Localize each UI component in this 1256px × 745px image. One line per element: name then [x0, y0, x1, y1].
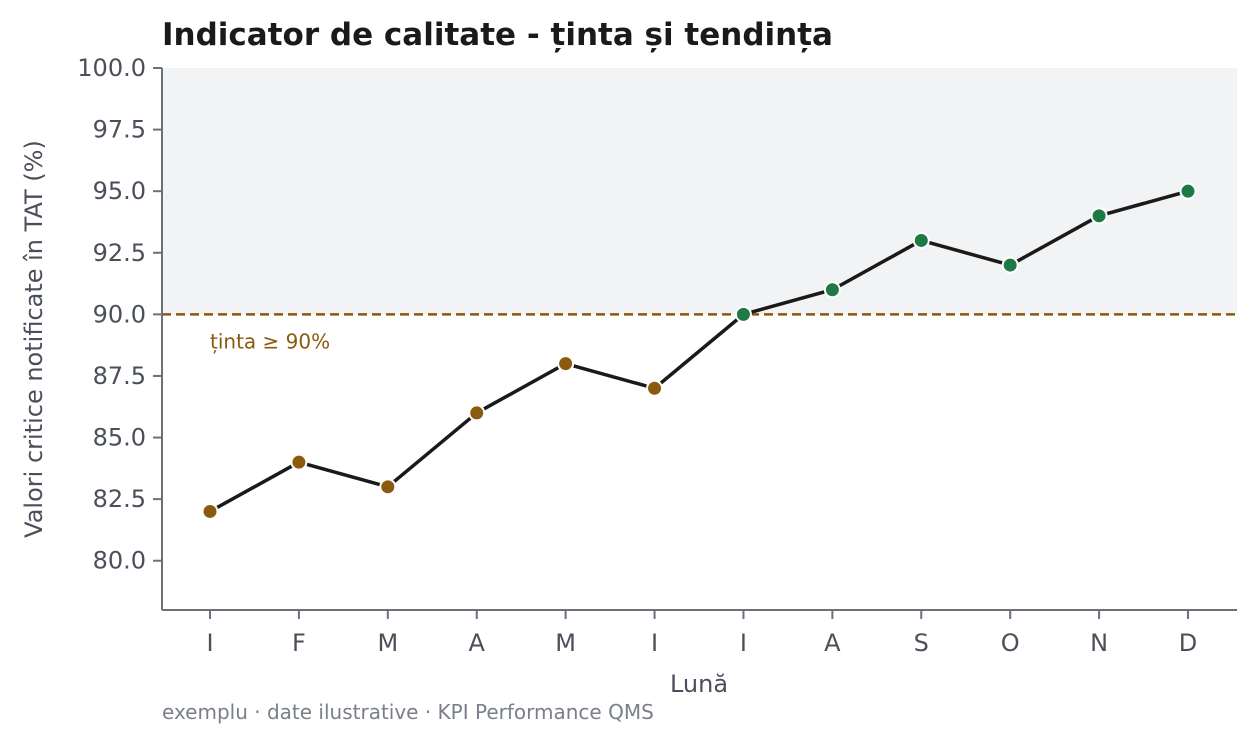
y-tick-label: 87.5 — [93, 362, 146, 390]
x-tick-label: I — [740, 629, 747, 657]
data-point — [912, 231, 930, 249]
x-tick-label: I — [206, 629, 213, 657]
data-points — [201, 182, 1197, 520]
data-point — [1179, 182, 1197, 200]
x-tick-label: O — [1001, 629, 1020, 657]
x-tick-label: F — [292, 629, 306, 657]
y-tick-label: 95.0 — [93, 177, 146, 205]
x-tick-label: A — [469, 629, 486, 657]
x-tick-label: D — [1179, 629, 1197, 657]
x-tick-label: M — [555, 629, 576, 657]
chart-title: Indicator de calitate - ținta și tendinț… — [162, 17, 833, 53]
x-tick-label: S — [914, 629, 929, 657]
data-point — [823, 281, 841, 299]
data-point — [201, 502, 219, 520]
footnote: exemplu · date ilustrative · KPI Perform… — [162, 700, 654, 724]
x-tick-label: A — [824, 629, 841, 657]
data-point — [468, 404, 486, 422]
target-label: ținta ≥ 90% — [210, 329, 330, 353]
x-tick-label: M — [377, 629, 398, 657]
y-axis-label: Valori critice notificate în TAT (%) — [20, 140, 48, 538]
x-tick-label: I — [651, 629, 658, 657]
target-zone — [162, 68, 1237, 315]
y-tick-label: 92.5 — [93, 239, 146, 267]
x-tick-label: N — [1090, 629, 1108, 657]
x-axis-label: Lună — [670, 670, 728, 698]
y-tick-label: 85.0 — [93, 424, 146, 452]
y-axis-ticks: 80.0 82.5 85.0 87.5 90.0 92.5 95.0 97.5 100.0 — [77, 54, 162, 575]
data-point — [1001, 256, 1019, 274]
y-tick-label: 100.0 — [77, 54, 146, 82]
series-line — [209, 189, 1189, 513]
data-point — [379, 478, 397, 496]
data-point — [290, 453, 308, 471]
y-tick-label: 90.0 — [93, 300, 146, 328]
y-tick-label: 97.5 — [93, 116, 146, 144]
data-point — [1090, 207, 1108, 225]
y-tick-label: 82.5 — [93, 485, 146, 513]
data-point — [557, 355, 575, 373]
data-point — [646, 379, 664, 397]
data-point — [734, 305, 752, 323]
y-tick-label: 80.0 — [93, 547, 146, 575]
